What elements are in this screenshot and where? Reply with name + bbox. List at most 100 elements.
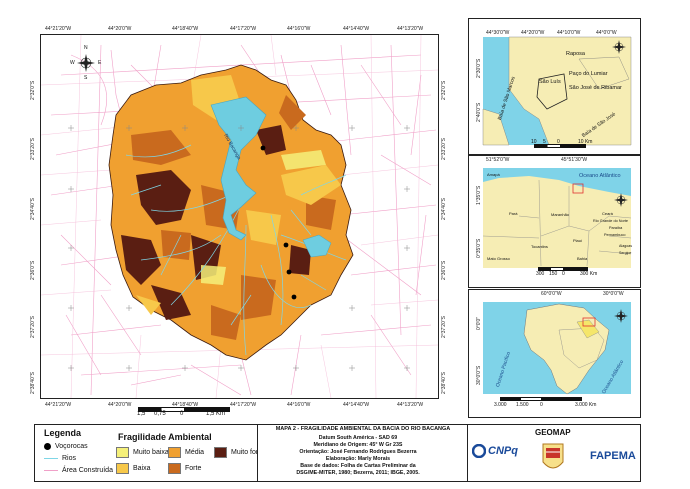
legend-class: Baixa	[116, 463, 151, 474]
main-bottom-tick: 44°14'40"W	[343, 402, 370, 408]
class-label: Forte	[185, 465, 202, 472]
main-bottom-tick: 44°21'20"W	[45, 402, 72, 408]
info-line: Meridiano de Origem: 45° W Gr 23S	[313, 442, 403, 448]
main-map: Rio Bacanga	[41, 35, 438, 398]
main-right-tick: 2°32'0"S	[441, 80, 447, 100]
state-label: Piauí	[573, 238, 583, 243]
inset-mid-lat: 0°35'0"S	[476, 238, 482, 258]
main-top-tick: 44°21'20"W	[45, 26, 72, 32]
swatch-media	[168, 447, 181, 458]
legend-area-label: Área Construída	[62, 467, 113, 474]
main-left-tick: 2°38'40"S	[30, 372, 36, 394]
legend-class: Muito baixa	[116, 447, 169, 458]
cnpq-emblem-icon	[472, 444, 486, 458]
north-arrow-icon	[77, 54, 95, 72]
main-right-tick: 2°34'40"S	[441, 198, 447, 220]
compass-s: S	[84, 75, 88, 81]
swatch-baixa	[116, 463, 129, 474]
main-bottom-tick: 44°20'0"W	[108, 402, 132, 408]
inset-top-tick: 44°20'0"W	[521, 30, 545, 36]
main-top-tick: 44°18'40"W	[172, 26, 199, 32]
inset-top-lat: 2°30'0"S	[476, 58, 482, 78]
main-scale-label: 1,5 Km	[206, 411, 226, 417]
fapema-logo: FAPEMA	[590, 446, 636, 464]
main-top-tick: 44°16'0"W	[287, 26, 311, 32]
state-label: Tocantins	[531, 244, 548, 249]
cnpq-logo: CNPq	[472, 444, 518, 458]
main-left-tick: 2°37'20"S	[30, 316, 36, 338]
main-scale-label: 1,5	[137, 411, 146, 417]
inset-top-frame: Raposa Paço do Lumiar São Luís São José …	[468, 18, 641, 155]
rio-bacanga-estuary	[210, 96, 267, 241]
inset-bot-scale-label: 1.500	[516, 402, 529, 408]
main-bottom-tick: 44°18'40"W	[172, 402, 199, 408]
reservoir	[302, 234, 332, 258]
place-raposa: Raposa	[566, 51, 585, 57]
info-line: DSG/ME-MITER, 1980; Bezerra, 2011; IBGE,…	[296, 470, 420, 476]
main-top-tick: 44°14'40"W	[343, 26, 370, 32]
inset-top-north-icon	[612, 40, 626, 54]
inset-top-tick: 44°30'0"W	[486, 30, 510, 36]
inset-top-scale-label: 10 Km	[578, 139, 593, 145]
main-map-frame: Rio Bacanga N S E W	[40, 34, 439, 399]
main-left-tick: 2°32'0"S	[30, 80, 36, 100]
state-label: Maranhão	[551, 212, 570, 217]
graticule-crosses	[68, 125, 410, 371]
main-scale-bar	[138, 407, 230, 412]
main-top-tick: 44°17'20"W	[230, 26, 257, 32]
info-line: Elaboração: Marly Morais	[325, 456, 391, 462]
inset-top-scale-label: 0	[557, 139, 560, 145]
main-scale-label: 0,75	[154, 411, 166, 417]
main-right-tick: 2°37'20"S	[441, 316, 447, 338]
state-label: Sergipe	[619, 251, 632, 255]
inset-top-tick: 44°0'0"W	[596, 30, 617, 36]
main-left-tick: 2°36'0"S	[30, 260, 36, 280]
inset-bot-lat: 30°0'0"S	[476, 365, 482, 385]
river-line-icon	[44, 458, 58, 459]
legend-area-construida: Área Construída	[44, 467, 113, 474]
main-top-tick: 44°13'20"W	[397, 26, 424, 32]
state-label: Rio Grande do Norte	[593, 219, 629, 223]
inset-mid-map	[482, 168, 632, 268]
compass-w: W	[70, 60, 75, 66]
main-right-tick: 2°38'40"S	[441, 372, 447, 394]
map-title: MAPA 2 - FRAGILIDADE AMBIENTAL DA BACIA …	[275, 426, 451, 432]
legend-class: Média	[168, 447, 204, 458]
inset-bot-frame: Oceano Pacífico Oceano Atlântico	[468, 289, 641, 418]
swatch-forte	[168, 463, 181, 474]
place-sao-jose: São José de Ribamar	[569, 85, 622, 91]
inset-mid-tick: 51°52'0"W	[486, 157, 510, 163]
compass-n: N	[84, 45, 88, 51]
inset-mid-scale-label: 150	[549, 271, 558, 277]
main-bottom-tick: 44°16'0"W	[287, 402, 311, 408]
main-left-tick: 2°34'40"S	[30, 198, 36, 220]
legend-vocorocas: Voçorocas	[44, 443, 88, 450]
state-label: Alagoas	[619, 244, 632, 248]
vocorocas	[260, 145, 297, 300]
pink-line-icon	[44, 470, 58, 471]
inset-bot-lat: 0°0'0"	[476, 316, 482, 330]
main-right-tick: 2°33'20"S	[441, 138, 447, 160]
state-label: Mato Grosso	[487, 256, 510, 261]
inset-bot-scale-label: 0	[540, 402, 543, 408]
inset-mid-tick: 45°51'30"W	[561, 157, 588, 163]
dot-icon	[44, 443, 51, 450]
main-right-tick: 2°36'0"S	[441, 260, 447, 280]
ocean-atlantic-mid: Oceano Atlântico	[579, 173, 621, 179]
geomap-label: GEOMAP	[535, 428, 571, 437]
info-line: Base de dados: Folha de Cartas Prelimina…	[300, 463, 416, 469]
state-label: Pernambuco	[604, 233, 626, 237]
inset-mid-lat: 1°35'0"S	[476, 185, 482, 205]
place-sao-luis: São Luís	[539, 79, 561, 85]
legend-rios: Rios	[44, 455, 76, 462]
fapema-label: FAPEMA	[590, 450, 636, 462]
inset-bot-scale-label: 3.000 Km	[575, 402, 597, 408]
inset-bot-scale	[500, 397, 582, 401]
info-line: Orientação: José Fernando Rodrigues Beze…	[299, 449, 417, 455]
legend-class: Muito forte	[214, 447, 264, 458]
legend-rios-label: Rios	[62, 455, 77, 462]
class-label: Muito forte	[231, 449, 265, 456]
inset-bot-tick: 60°0'0"W	[541, 291, 562, 297]
legend-vocorocas-label: Voçorocas	[55, 443, 88, 450]
main-scale-label: 0	[180, 411, 184, 417]
